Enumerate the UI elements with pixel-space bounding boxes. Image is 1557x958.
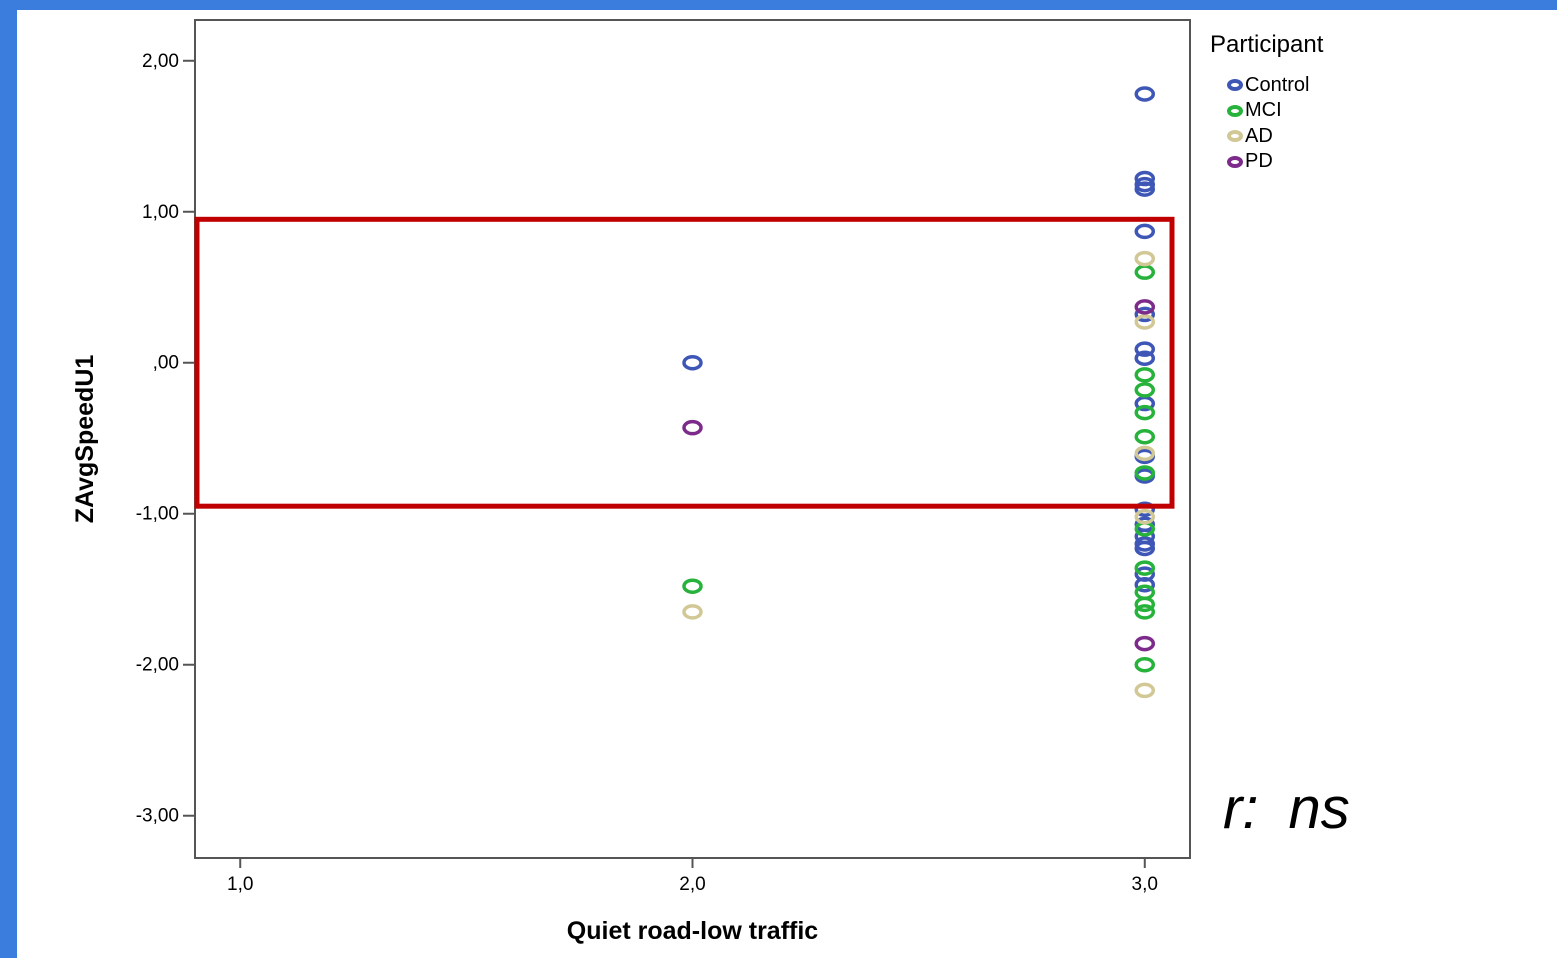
y-tick-label: 1,00	[142, 202, 179, 223]
series-control	[682, 86, 1156, 593]
data-point	[1134, 86, 1156, 102]
data-point	[1134, 367, 1156, 383]
data-point	[1134, 299, 1156, 315]
highlight-layer	[194, 216, 1175, 509]
data-point	[682, 419, 703, 436]
legend-label: MCI	[1245, 99, 1282, 121]
legend-marker	[1227, 104, 1243, 117]
data-point	[1134, 382, 1156, 398]
series-ad	[682, 250, 1156, 699]
legend-label: PD	[1245, 150, 1273, 172]
correlation-annotation: r: ns	[1223, 776, 1350, 841]
y-tick-label: -3,00	[136, 806, 179, 827]
data-point	[1134, 465, 1156, 481]
plot-area	[194, 19, 1191, 859]
data-point	[1134, 181, 1156, 197]
data-point	[1134, 635, 1156, 652]
legend-label: Control	[1245, 73, 1310, 96]
legend-marker	[1227, 79, 1243, 91]
data-point	[1134, 656, 1156, 673]
x-tick-label: 2,0	[679, 874, 705, 895]
x-tick-label: 1,0	[227, 874, 253, 895]
data-point	[1134, 223, 1156, 240]
legend-item-control: Control	[1227, 73, 1309, 97]
legend-title: Participant	[1210, 31, 1324, 58]
data-point	[1134, 509, 1156, 525]
legend-marker	[1227, 155, 1243, 168]
data-point	[1134, 341, 1156, 357]
data-point	[1134, 306, 1156, 323]
scatter-plot: 2,00 1,00 ,00 -1,00 -2,00 -3,00 1,0 2,0 3,0 Quiet…	[71, 19, 1191, 945]
legend-item-pd: PD	[1227, 150, 1273, 174]
data-point	[1134, 560, 1156, 576]
legend-item-ad: AD	[1227, 124, 1273, 148]
legend-marker	[1227, 130, 1243, 142]
legend-item-mci: MCI	[1227, 99, 1282, 123]
y-tick-label: 2,00	[142, 51, 179, 72]
y-tick-label: -2,00	[136, 655, 179, 676]
data-point	[1134, 540, 1156, 557]
data-point	[1134, 576, 1156, 593]
data-points	[682, 86, 1156, 699]
data-point	[1134, 596, 1156, 613]
data-point	[682, 604, 703, 620]
x-tick-label: 3,0	[1132, 874, 1158, 895]
data-point	[1134, 314, 1156, 330]
data-point	[1134, 501, 1156, 517]
data-point	[682, 578, 703, 594]
data-point	[1134, 536, 1156, 552]
data-point	[1134, 428, 1156, 445]
data-point	[1134, 250, 1156, 267]
legend-label: AD	[1245, 124, 1273, 147]
data-point	[682, 354, 703, 371]
data-point	[1134, 604, 1156, 620]
data-point	[1134, 350, 1156, 366]
y-tick-label: ,00	[153, 353, 179, 374]
y-axis-label: ZAvgSpeedU1	[71, 355, 99, 524]
series-pd	[682, 299, 1156, 652]
chart-frame: 2,00 1,00 ,00 -1,00 -2,00 -3,00 1,0 2,0 3,0 Quiet…	[17, 10, 1557, 958]
data-point	[1134, 445, 1156, 462]
data-point	[1134, 404, 1156, 421]
data-point	[1134, 682, 1156, 699]
series-mci	[682, 264, 1156, 673]
highlight-box	[194, 216, 1175, 509]
x-axis-label: Quiet road-low traffic	[567, 917, 819, 945]
axes: 2,00 1,00 ,00 -1,00 -2,00 -3,00 1,0 2,0 3,0 Quiet…	[71, 19, 1191, 945]
data-point	[1134, 176, 1156, 193]
data-point	[1134, 264, 1156, 280]
y-tick-label: -1,00	[136, 504, 179, 525]
